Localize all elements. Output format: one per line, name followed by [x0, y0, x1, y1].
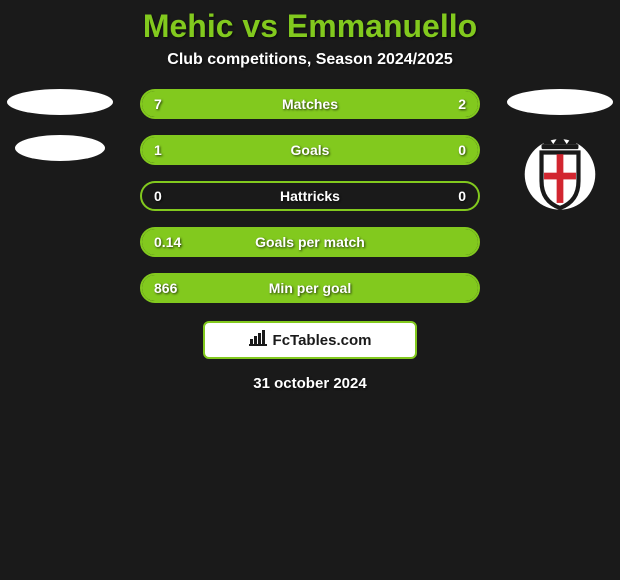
date-text: 31 october 2024 — [253, 375, 366, 392]
stat-label: Hattricks — [280, 188, 340, 204]
stat-value-right: 2 — [458, 96, 466, 112]
comparison-area: 7 2 Matches 1 0 Goals 0 0 Hattricks 0.14 Goals per… — [0, 89, 620, 303]
stat-label: Goals per match — [255, 234, 365, 250]
stat-value-left: 1 — [154, 142, 162, 158]
stat-bar: 866 Min per goal — [140, 273, 480, 303]
stat-label: Min per goal — [269, 280, 351, 296]
stat-value-left: 7 — [154, 96, 162, 112]
left-ellipse-2 — [15, 135, 105, 161]
right-ellipse-1 — [507, 89, 613, 115]
team-crest — [518, 129, 602, 213]
chart-icon — [249, 330, 267, 351]
bar-fill-left — [142, 91, 403, 117]
stat-value-right: 0 — [458, 142, 466, 158]
stat-value-right: 0 — [458, 188, 466, 204]
brand-box[interactable]: FcTables.com — [203, 321, 417, 359]
stat-bars: 7 2 Matches 1 0 Goals 0 0 Hattricks 0.14 Goals per… — [140, 89, 480, 303]
bar-fill-left — [142, 137, 411, 163]
stat-value-left: 0 — [154, 188, 162, 204]
stat-label: Goals — [291, 142, 330, 158]
left-player-col — [0, 89, 120, 161]
bar-fill-right — [411, 137, 478, 163]
stat-bar: 1 0 Goals — [140, 135, 480, 165]
subtitle: Club competitions, Season 2024/2025 — [167, 51, 452, 69]
stat-label: Matches — [282, 96, 338, 112]
left-ellipse-1 — [7, 89, 113, 115]
bar-fill-right — [403, 91, 478, 117]
brand-text: FcTables.com — [273, 332, 372, 349]
stat-bar: 0.14 Goals per match — [140, 227, 480, 257]
page-title: Mehic vs Emmanuello — [143, 8, 477, 45]
stat-bar: 7 2 Matches — [140, 89, 480, 119]
stat-value-left: 0.14 — [154, 234, 181, 250]
right-player-col — [500, 89, 620, 213]
stat-bar: 0 0 Hattricks — [140, 181, 480, 211]
stat-value-left: 866 — [154, 280, 177, 296]
